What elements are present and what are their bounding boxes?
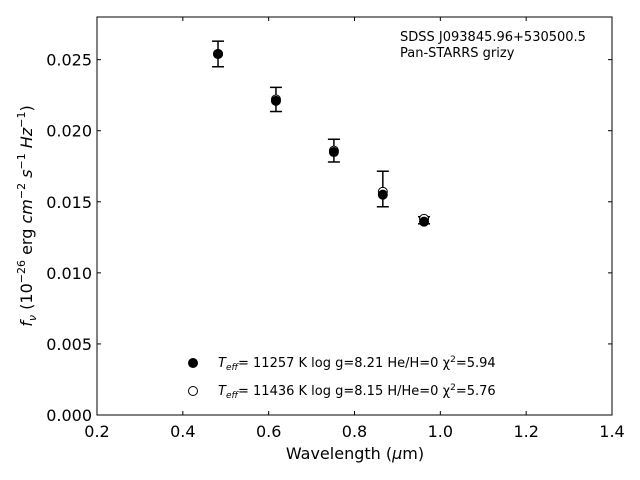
x-tick-label: 0.4 — [170, 422, 195, 441]
object-name-annotation: SDSS J093845.96+530500.5 — [400, 30, 586, 45]
y-axis-label: fν (10−26 erg cm−2 s−1 Hz−1) — [15, 105, 39, 326]
model-point-filled — [213, 48, 224, 59]
y-tick-label: 0.000 — [46, 406, 92, 425]
x-tick-label: 1.0 — [428, 422, 453, 441]
legend-entry-2: Teff= 11436 K log g=8.15 H/He=0 χ2=5.76 — [218, 383, 496, 401]
x-tick-label: 1.2 — [513, 422, 538, 441]
survey-annotation: Pan-STARRS grizy — [400, 46, 515, 61]
x-tick-label: 0.2 — [84, 422, 109, 441]
x-tick-label: 0.8 — [342, 422, 367, 441]
y-tick-label: 0.010 — [46, 264, 92, 283]
legend-marker-filled — [188, 358, 198, 368]
y-tick-label: 0.025 — [46, 51, 92, 70]
model-point-filled — [328, 147, 339, 158]
y-tick-label: 0.005 — [46, 335, 92, 354]
y-tick-label: 0.020 — [46, 122, 92, 141]
axis-ticks: 0.2 0.4 0.6 0.8 1.0 1.2 1.4 0.000 0.005 0.010 0.01… — [46, 17, 625, 441]
legend-marker-open — [188, 386, 198, 396]
data-points — [212, 40, 431, 227]
model-point-filled — [270, 95, 281, 106]
x-tick-label: 1.4 — [599, 422, 624, 441]
model-point-filled — [419, 216, 430, 227]
model-point-filled — [377, 189, 388, 200]
legend: Teff= 11257 K log g=8.21 He/H=0 χ2=5.94 … — [188, 355, 496, 401]
x-axis-label: Wavelength (μm) — [286, 444, 424, 463]
y-tick-label: 0.015 — [46, 193, 92, 212]
x-tick-label: 0.6 — [256, 422, 281, 441]
legend-entry-1: Teff= 11257 K log g=8.21 He/H=0 χ2=5.94 — [218, 355, 496, 373]
